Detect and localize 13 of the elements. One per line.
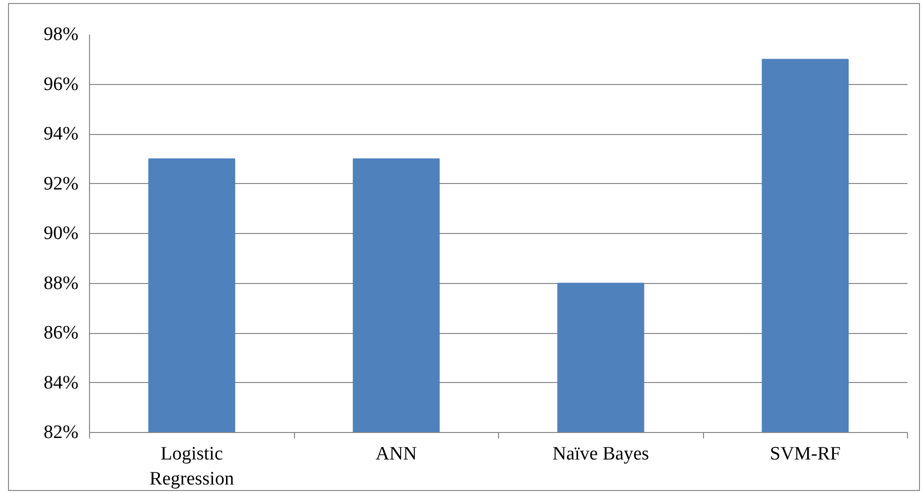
- y-tick-label: 86%: [44, 322, 79, 344]
- x-tick-label: Naïve Bayes: [552, 444, 650, 464]
- y-tick-label: 96%: [44, 74, 79, 95]
- x-tick-label: SVM-RF: [770, 444, 841, 464]
- y-tick-label: 82%: [44, 422, 79, 443]
- y-tick-label: 90%: [44, 223, 79, 244]
- x-tick-label: ANN: [376, 444, 418, 464]
- x-tick-label: Logistic Regression: [150, 444, 234, 490]
- y-tick-label: 84%: [44, 372, 79, 394]
- y-tick-label: 94%: [44, 124, 79, 144]
- y-tick-label: 92%: [44, 173, 79, 194]
- y-tick-label: 88%: [44, 272, 79, 294]
- y-tick-label: 98%: [44, 24, 79, 45]
